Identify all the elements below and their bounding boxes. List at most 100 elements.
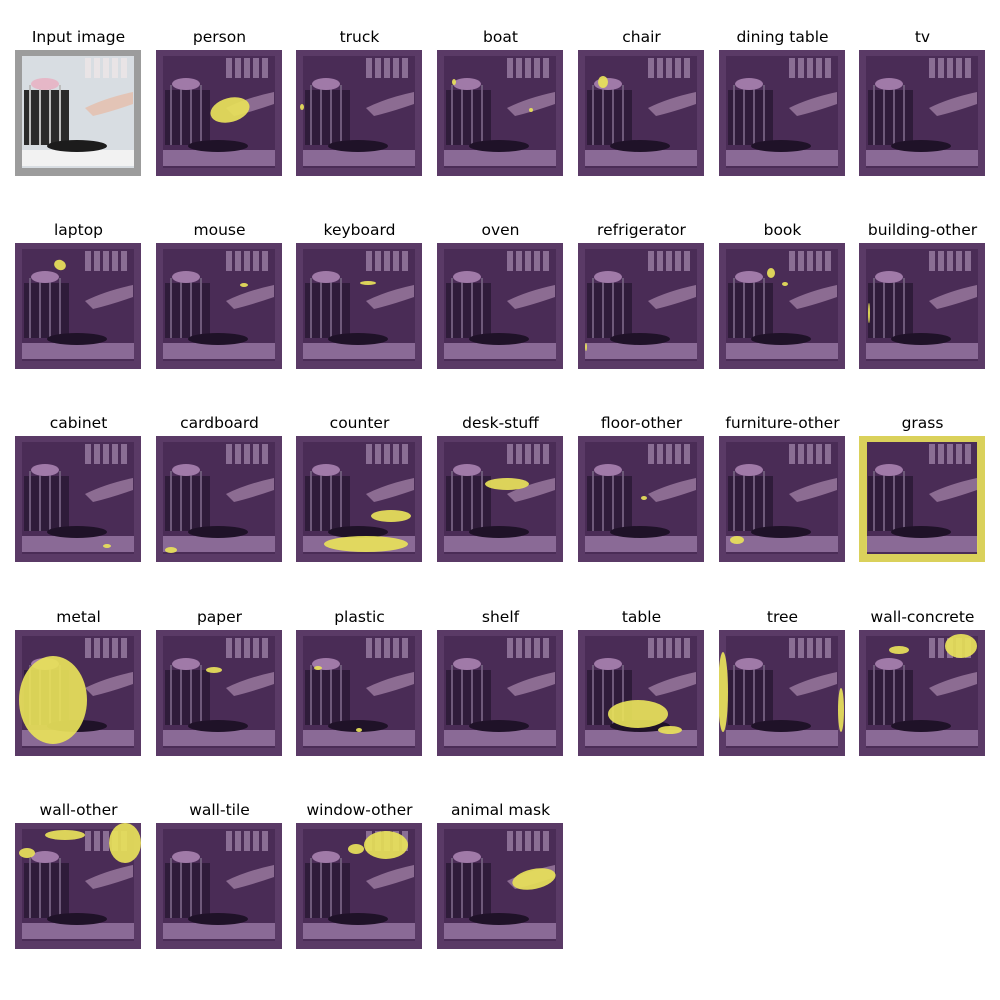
- panel-svg: [719, 630, 845, 756]
- panel-title: wall-concrete: [870, 608, 975, 626]
- mask-region: [348, 844, 364, 854]
- mask-region: [838, 688, 844, 732]
- mask-overlay-image: [296, 823, 422, 949]
- mask-overlay-image: [296, 436, 422, 562]
- mask-overlay-image: [719, 50, 845, 176]
- mask-overlay-image: [437, 436, 563, 562]
- panel-svg: [296, 243, 422, 369]
- panel-svg: [156, 436, 282, 562]
- mask-region: [730, 536, 744, 544]
- panel-title: building-other: [867, 221, 978, 239]
- mask-region: [452, 79, 456, 85]
- panel-svg: [719, 436, 845, 562]
- mask-region: [585, 343, 587, 351]
- mask-overlay-image: [719, 436, 845, 562]
- panel-title: floor-other: [600, 414, 683, 432]
- mask-region: [109, 823, 141, 863]
- panel-title: wall-tile: [189, 801, 250, 819]
- panel-title: cabinet: [49, 414, 108, 432]
- mask-overlay-image: [578, 50, 704, 176]
- mask-overlay-image: [437, 630, 563, 756]
- panel-svg: [156, 823, 282, 949]
- mask-region: [165, 547, 177, 553]
- panel-svg: [859, 436, 985, 562]
- mask-region: [45, 830, 85, 840]
- mask-overlay-image: [156, 823, 282, 949]
- mask-overlay-image: [15, 630, 141, 756]
- mask-overlay-image: [578, 630, 704, 756]
- mask-region: [608, 700, 668, 728]
- panel-title: metal: [56, 608, 101, 626]
- panel-title: Input image: [31, 28, 126, 46]
- mask-region: [889, 646, 909, 654]
- panel-svg: [156, 630, 282, 756]
- mask-overlay-image: [296, 630, 422, 756]
- panel-title: wall-other: [39, 801, 118, 819]
- mask-region: [598, 76, 608, 88]
- panel-svg: [156, 50, 282, 176]
- panel-title: animal mask: [450, 801, 551, 819]
- mask-region: [719, 652, 728, 732]
- mask-overlay-image: [859, 436, 985, 562]
- panel-svg: [156, 243, 282, 369]
- panel-title: cardboard: [180, 414, 259, 432]
- mask-region: [641, 496, 647, 500]
- panel-title: oven: [481, 221, 520, 239]
- mask-overlay-image: [437, 823, 563, 949]
- mask-region: [314, 666, 322, 670]
- panel-svg: [437, 50, 563, 176]
- panel-svg: [578, 630, 704, 756]
- mask-region: [210, 97, 250, 123]
- panel-svg: [719, 243, 845, 369]
- mask-region: [300, 104, 304, 110]
- panel-svg: [296, 436, 422, 562]
- panel-title: plastic: [334, 608, 385, 626]
- panel-title: paper: [196, 608, 243, 626]
- mask-overlay-image: [859, 630, 985, 756]
- panel-svg: [578, 243, 704, 369]
- mask-overlay-image: [296, 243, 422, 369]
- panel-title: grass: [901, 414, 944, 432]
- mask-region: [485, 478, 529, 490]
- mask-region: [529, 108, 533, 112]
- mask-region: [360, 281, 376, 285]
- panel-svg: [15, 243, 141, 369]
- mask-overlay-image: [719, 243, 845, 369]
- mask-region: [324, 536, 408, 552]
- panel-svg: [437, 630, 563, 756]
- mask-overlay-image: [578, 436, 704, 562]
- panel-title: boat: [483, 28, 518, 46]
- mask-overlay-image: [437, 243, 563, 369]
- panel-title: desk-stuff: [462, 414, 539, 432]
- mask-overlay-image: [578, 243, 704, 369]
- mask-region: [240, 283, 248, 287]
- panel-svg: [859, 630, 985, 756]
- panel-title: truck: [339, 28, 380, 46]
- mask-overlay-image: [15, 243, 141, 369]
- panel-title: person: [192, 28, 247, 46]
- input-image: [15, 50, 141, 176]
- panel-title: window-other: [306, 801, 413, 819]
- mask-overlay-image: [719, 630, 845, 756]
- panel-title: mouse: [193, 221, 246, 239]
- panel-title: counter: [329, 414, 390, 432]
- mask-region: [356, 728, 362, 732]
- mask-overlay-image: [15, 436, 141, 562]
- panel-title: laptop: [53, 221, 104, 239]
- panel-svg: [437, 243, 563, 369]
- panel-svg: [578, 436, 704, 562]
- mask-region: [364, 831, 408, 859]
- panel-svg: [15, 436, 141, 562]
- panel-title: shelf: [481, 608, 520, 626]
- mask-overlay-image: [15, 823, 141, 949]
- panel-svg: [859, 243, 985, 369]
- mask-region: [945, 634, 977, 658]
- panel-svg: [437, 436, 563, 562]
- panel-svg: [437, 823, 563, 949]
- mask-region: [782, 282, 788, 286]
- panel-title: tv: [914, 28, 931, 46]
- mask-region: [767, 268, 775, 278]
- panel-title: tree: [766, 608, 799, 626]
- mask-region: [658, 726, 682, 734]
